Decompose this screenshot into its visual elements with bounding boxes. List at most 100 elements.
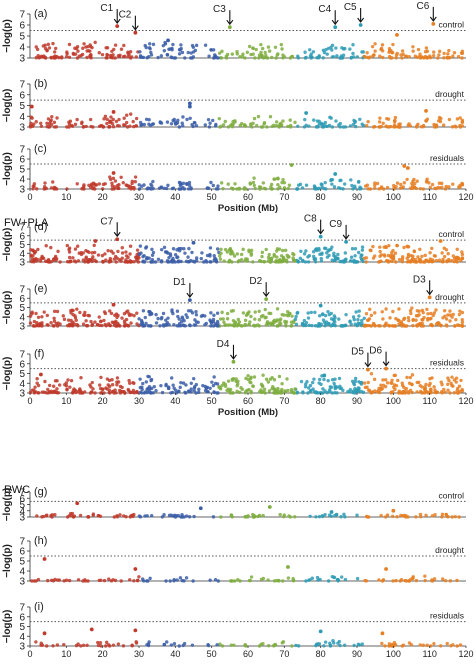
snp-dot	[334, 512, 339, 517]
snp-dot	[454, 255, 458, 260]
snp-dot	[280, 313, 284, 317]
snp-dot	[321, 391, 325, 395]
snp-dot	[275, 247, 280, 251]
snp-peak	[427, 295, 432, 300]
snp-dot	[215, 643, 219, 647]
snp-dot	[33, 385, 37, 389]
snp-dot	[180, 515, 184, 519]
snp-dot	[81, 251, 85, 255]
snp-dot	[145, 643, 149, 647]
snp-dot	[322, 50, 327, 55]
snp-dot	[49, 56, 54, 60]
snp-dot	[84, 319, 88, 323]
snp-dot	[319, 259, 324, 263]
snp-dot	[292, 391, 297, 395]
snp-dot	[150, 247, 154, 252]
snp-dot	[39, 121, 43, 125]
snp-dot	[56, 391, 61, 395]
snp-dot	[172, 323, 176, 327]
snp-dot	[388, 124, 393, 129]
snp-dot	[221, 187, 225, 191]
snp-dot	[265, 321, 270, 325]
snp-dot	[255, 123, 259, 128]
snp-dot	[257, 513, 262, 518]
snp-dot	[166, 386, 171, 391]
snp-dot	[366, 120, 370, 124]
snp-dot	[98, 640, 103, 645]
snp-dot	[126, 51, 130, 55]
snp-dot	[446, 382, 450, 387]
snp-dot	[455, 247, 459, 251]
snp-dot	[39, 124, 44, 129]
snp-dot	[121, 181, 125, 185]
snp-peak	[384, 366, 388, 371]
snp-dot	[293, 317, 298, 322]
snp-dot	[317, 514, 322, 519]
snp-dot	[351, 51, 355, 56]
snp-dot	[329, 45, 333, 50]
snp-dot	[360, 50, 364, 54]
snp-dot	[230, 378, 235, 382]
snp-dot	[75, 44, 80, 49]
snp-dot	[124, 260, 128, 264]
snp-dot	[91, 513, 95, 518]
snp-dot	[203, 123, 207, 127]
snp-dot	[169, 376, 174, 380]
snp-dot	[103, 182, 107, 186]
snp-peak	[89, 627, 94, 632]
snp-dot	[230, 579, 234, 583]
snp-dot	[214, 187, 219, 191]
snp-dot	[286, 124, 290, 129]
snp-dot	[208, 578, 212, 582]
snp-dot	[243, 643, 247, 648]
snp-dot	[429, 322, 434, 327]
snp-dot	[240, 324, 244, 328]
snp-dot	[188, 116, 192, 120]
snp-dot	[451, 254, 456, 258]
snp-dot	[304, 579, 308, 583]
snp-dot	[259, 388, 263, 392]
snp-dot	[56, 249, 60, 254]
snp-dot	[302, 252, 307, 256]
snp-dot	[298, 256, 303, 260]
snp-dot	[192, 514, 196, 519]
snp-dot	[183, 390, 187, 395]
x-tick-label: 80	[316, 396, 326, 406]
snp-dot	[433, 123, 438, 127]
snp-dot	[261, 373, 265, 377]
x-axis-title: Position (Mb)	[218, 203, 278, 214]
snp-dot	[323, 313, 328, 318]
snp-dot	[137, 183, 141, 187]
snp-dot	[377, 578, 381, 582]
snp-dot	[437, 258, 442, 262]
snp-dot	[128, 578, 132, 582]
snp-dot	[189, 381, 193, 385]
snp-dot	[304, 321, 309, 325]
snp-dot	[89, 53, 93, 58]
snp-dot	[135, 311, 139, 315]
y-tick-label: 5	[19, 557, 25, 568]
snp-dot	[64, 381, 69, 385]
snp-dot	[271, 385, 275, 389]
snp-dot	[108, 323, 112, 328]
snp-dot	[406, 252, 411, 257]
snp-dot	[380, 43, 385, 47]
snp-dot	[177, 52, 182, 56]
snp-dot	[144, 246, 148, 250]
snp-dot	[360, 318, 364, 323]
snp-dot	[358, 185, 362, 189]
snp-dot	[211, 515, 216, 519]
snp-dot	[428, 185, 432, 190]
snp-dot	[212, 253, 216, 258]
snp-dot	[45, 313, 50, 318]
snp-dot	[279, 254, 284, 258]
snp-dot	[364, 260, 368, 264]
snp-dot	[305, 380, 309, 384]
snp-dot	[451, 643, 455, 647]
snp-dot	[239, 258, 244, 262]
snp-dot	[186, 50, 190, 55]
snp-dot	[107, 388, 112, 392]
snp-peak	[438, 239, 443, 243]
snp-dot	[264, 247, 268, 252]
x-tick-label: 40	[170, 396, 180, 406]
